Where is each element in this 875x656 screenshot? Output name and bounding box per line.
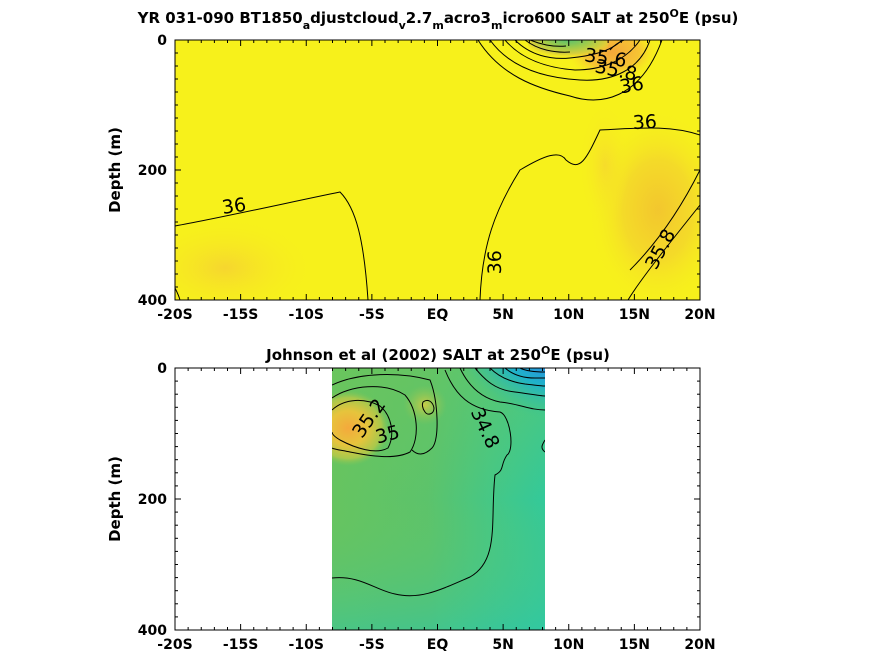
bottom-axis-ticks: -20S -15S -10S -5S EQ 5N 10N 15N 20N 0 200 400: [138, 361, 716, 653]
top-contour-label: 36: [632, 111, 657, 134]
bottom-y-tick-label: 0: [157, 361, 167, 377]
bottom-chart-title: Johnson et al (2002) SALT at 250OE (psu): [265, 344, 610, 364]
top-y-tick-label: 200: [138, 163, 167, 179]
top-x-tick-label: 20N: [684, 307, 715, 323]
bottom-x-tick-label: -15S: [223, 637, 258, 653]
bottom-panel: Johnson et al (2002) SALT at 250OE (psu)…: [106, 344, 716, 653]
top-x-tick-label: -5S: [359, 307, 385, 323]
bottom-x-tick-label: 5N: [492, 637, 513, 653]
top-x-tick-label: 5N: [492, 307, 513, 323]
top-y-axis-label: Depth (m): [106, 127, 124, 213]
bottom-y-tick-label: 400: [138, 623, 167, 639]
top-x-tick-label: -20S: [157, 307, 192, 323]
bottom-x-tick-label: -5S: [359, 637, 385, 653]
bottom-y-tick-label: 200: [138, 492, 167, 508]
bottom-x-tick-label: -10S: [289, 637, 324, 653]
top-x-tick-label: 10N: [553, 307, 584, 323]
top-x-tick-label: -10S: [289, 307, 324, 323]
top-contour-label: 36: [618, 73, 646, 99]
bottom-x-tick-label: 15N: [619, 637, 650, 653]
bottom-x-tick-label: 10N: [553, 637, 584, 653]
top-x-tick-label: 15N: [619, 307, 650, 323]
top-y-tick-label: 400: [138, 293, 167, 309]
top-salinity-field: [175, 40, 700, 300]
bottom-x-tick-label: -20S: [157, 637, 192, 653]
top-contour-label: 36: [221, 194, 248, 219]
top-chart-title: YR 031-090 BT1850adjustcloudv2.7macro3mi…: [137, 7, 739, 32]
top-contour-label: 36: [484, 250, 506, 274]
bottom-y-axis-label: Depth (m): [106, 456, 124, 542]
top-axis-ticks: -20S -15S -10S -5S EQ 5N 10N 15N 20N 0 200 400: [138, 33, 716, 323]
top-panel: YR 031-090 BT1850adjustcloudv2.7macro3mi…: [106, 7, 738, 323]
bottom-x-tick-label: 20N: [684, 637, 715, 653]
top-y-tick-label: 0: [157, 33, 167, 49]
bottom-salinity-field: [332, 368, 545, 630]
top-x-tick-label: EQ: [427, 307, 449, 323]
top-x-tick-label: -15S: [223, 307, 258, 323]
bottom-x-tick-label: EQ: [427, 637, 449, 653]
